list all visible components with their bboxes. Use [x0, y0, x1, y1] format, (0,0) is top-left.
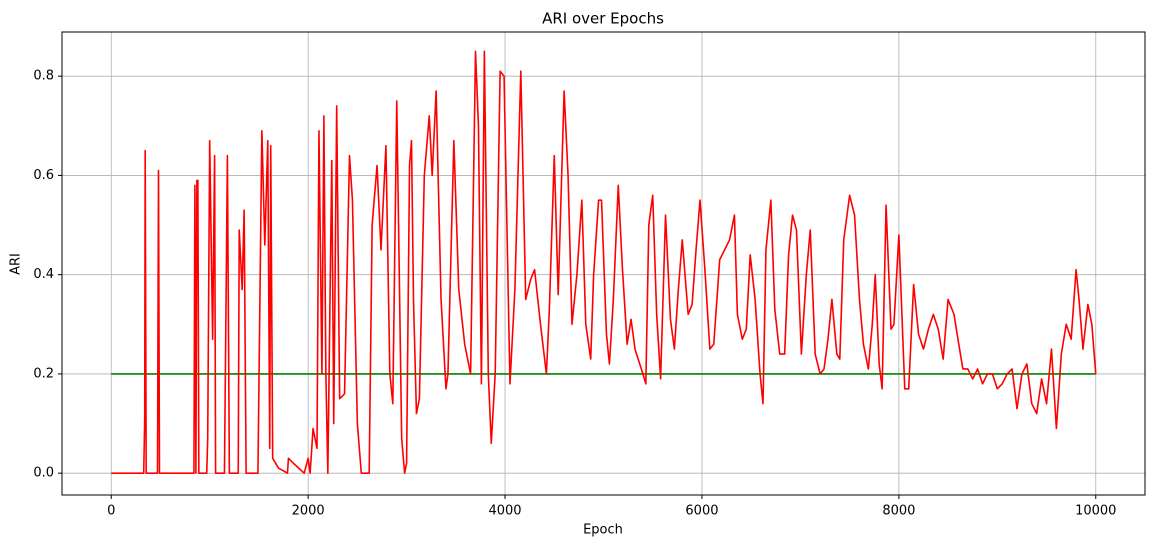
chart-title: ARI over Epochs — [542, 10, 664, 28]
y-tick-label: 0.6 — [33, 168, 54, 183]
y-tick-label: 0.4 — [33, 267, 54, 282]
x-axis-label: Epoch — [583, 523, 623, 538]
x-tick-label: 4000 — [488, 504, 521, 519]
y-axis-label: ARI — [9, 253, 24, 275]
plot-frame — [61, 31, 1146, 496]
y-tick-label: 0.0 — [33, 466, 54, 481]
x-tick-label: 2000 — [292, 504, 325, 519]
x-tick-label: 0 — [107, 504, 115, 519]
x-tick-label: 10000 — [1075, 504, 1116, 519]
y-tick-label: 0.8 — [33, 69, 54, 84]
x-tick-label: 8000 — [882, 504, 915, 519]
x-tick-label: 6000 — [685, 504, 718, 519]
y-tick-label: 0.2 — [33, 366, 54, 381]
data-line — [111, 50, 1097, 474]
